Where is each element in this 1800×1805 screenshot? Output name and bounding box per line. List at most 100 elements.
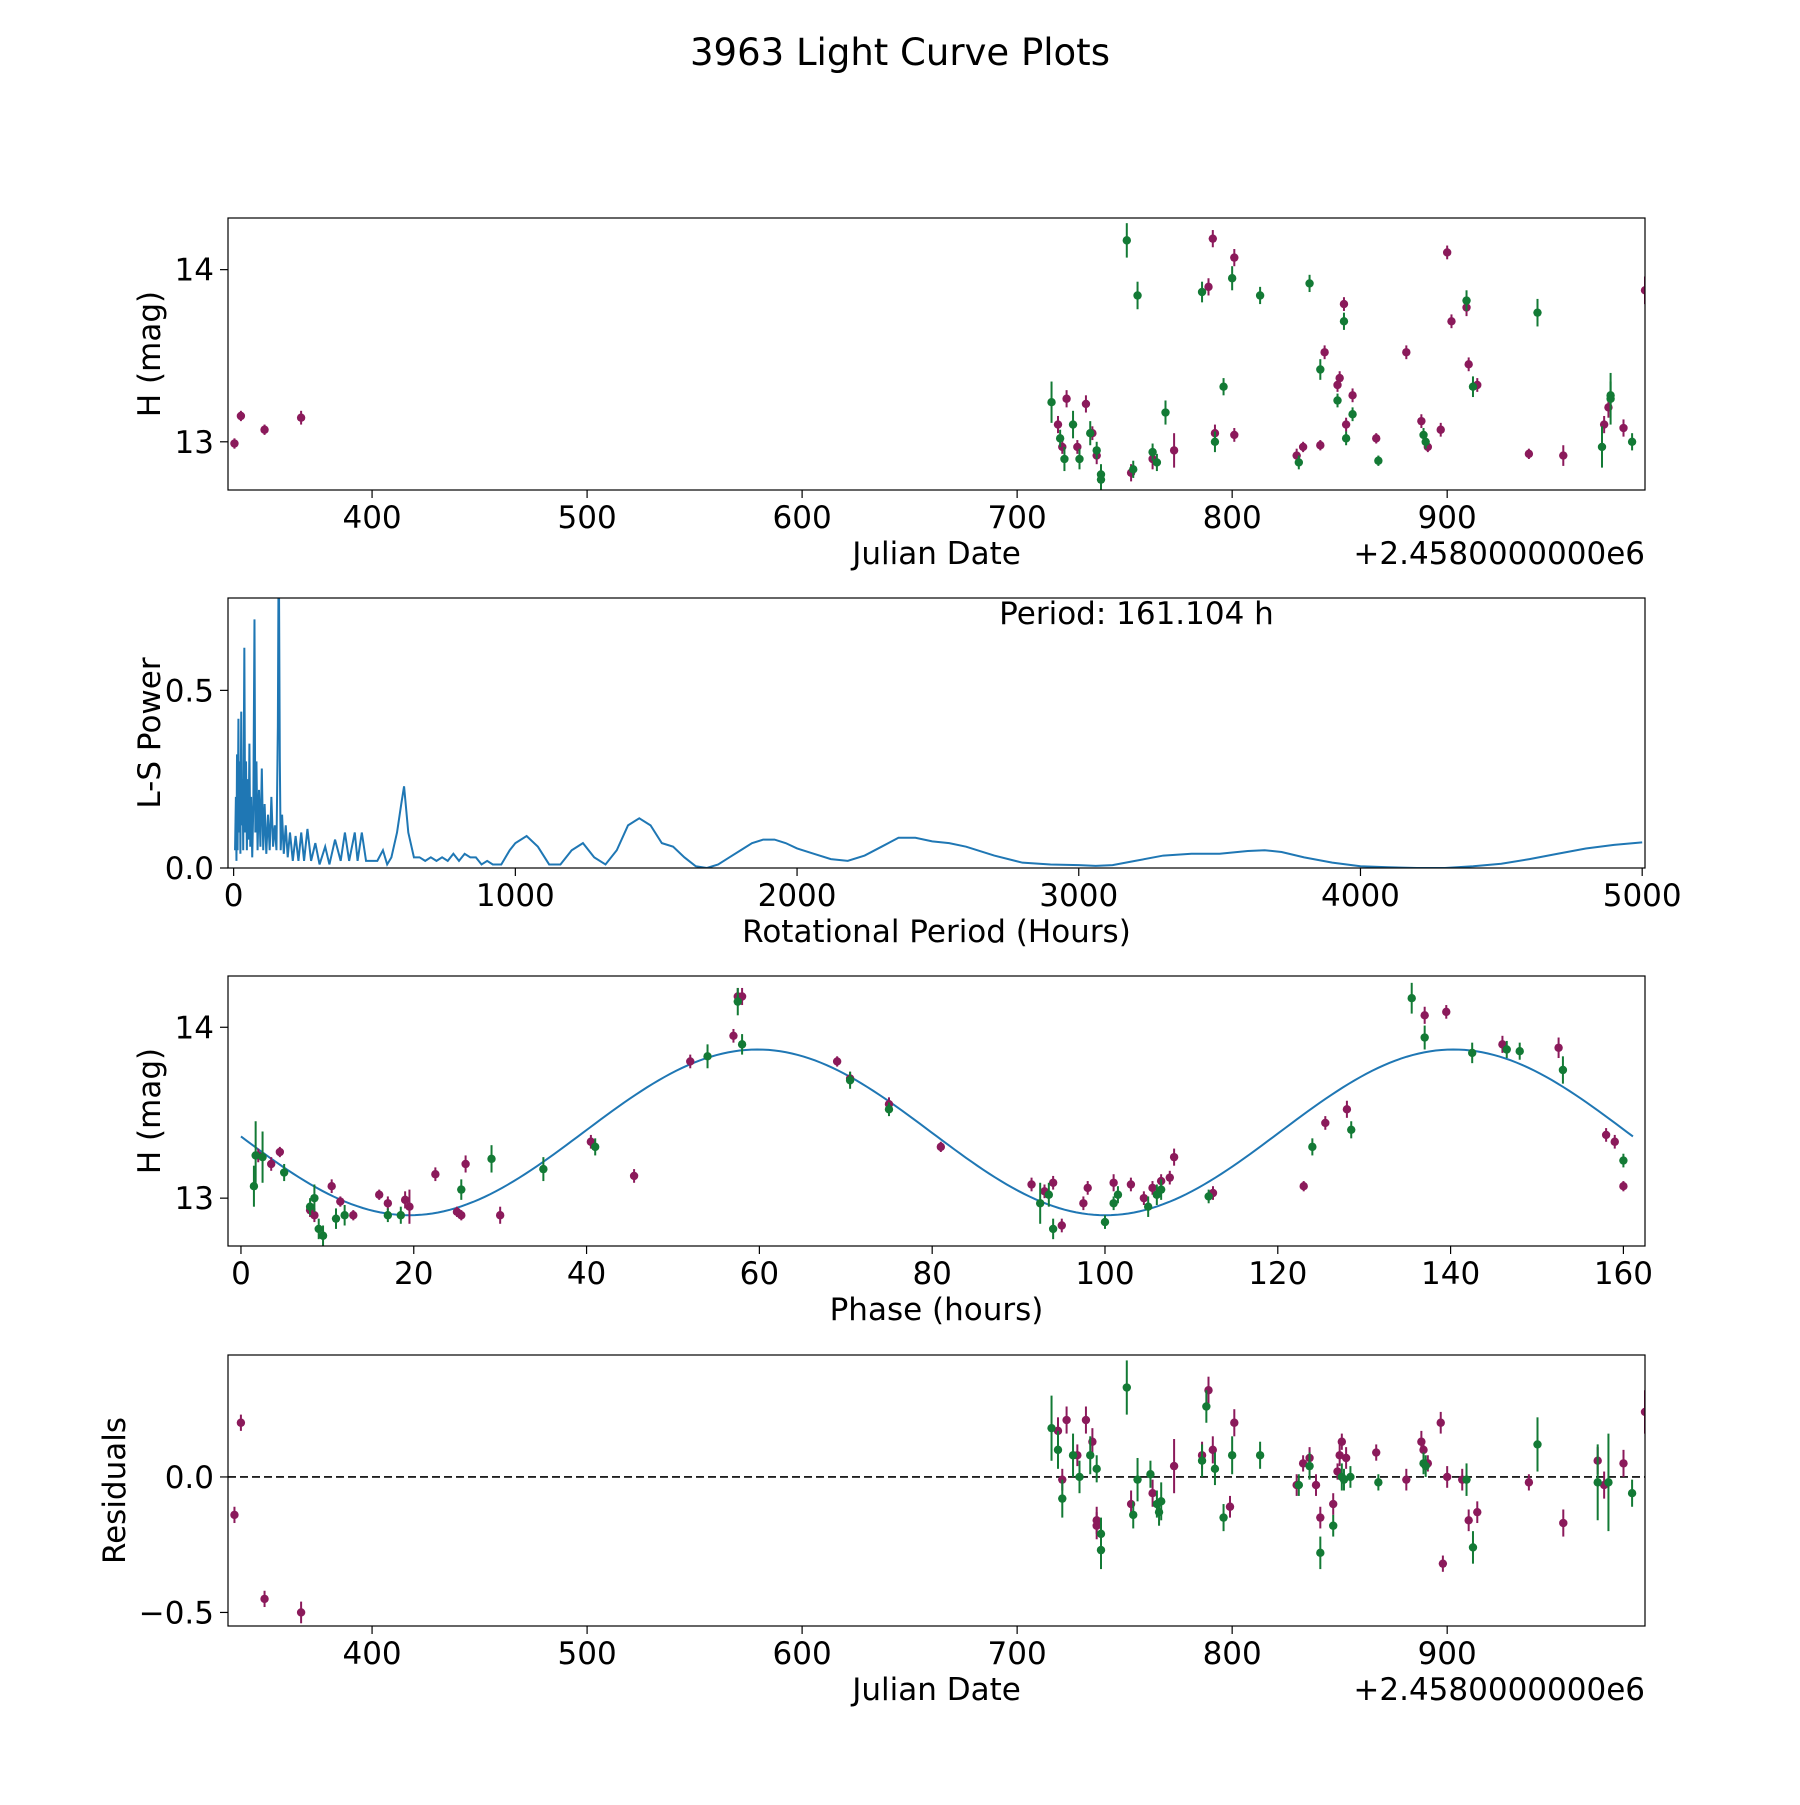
residuals-x-axis-title: Julian Date	[850, 1672, 1021, 1708]
residuals-data-point	[1092, 1521, 1101, 1530]
phased-data-point	[267, 1159, 276, 1169]
periodogram-x-tick-label: 1000	[476, 878, 555, 914]
lightcurve-data-point	[1255, 291, 1265, 300]
periodogram-period-annotation: Period: 161.104 h	[999, 596, 1274, 632]
phased-data-point	[1156, 1185, 1166, 1194]
residuals-data-point	[260, 1594, 269, 1604]
residuals-data-point	[1129, 1510, 1138, 1520]
lightcurve-plot-area	[230, 223, 1645, 490]
phased-y-axis-title: H (mag)	[132, 1048, 168, 1174]
phased-data-point	[1113, 1190, 1123, 1199]
phased-data-point	[461, 1159, 470, 1169]
residuals-data-point	[1442, 1472, 1452, 1482]
phased-data-point	[336, 1197, 345, 1206]
phased-data-point	[1204, 1192, 1213, 1201]
phased-x-ticks: 0 20 40 60 80 100 120 140 160	[231, 1246, 1653, 1292]
residuals-data-point	[1225, 1502, 1235, 1511]
residuals-data-point	[1062, 1415, 1071, 1425]
phased-data-point	[275, 1147, 285, 1157]
phased-y-ticks: 13 14	[175, 1010, 228, 1217]
residuals-data-point	[1210, 1464, 1220, 1474]
lightcurve-y-tick-label: 14	[175, 253, 214, 289]
phased-data-point	[405, 1202, 414, 1211]
phased-x-tick-label: 0	[231, 1256, 251, 1292]
phased-series-green	[249, 982, 1628, 1246]
phased-data-point	[249, 1181, 259, 1191]
phased-series-magenta	[254, 987, 1628, 1233]
lightcurve-data-point	[1421, 437, 1430, 446]
phased-data-point	[1619, 1181, 1628, 1191]
phased-data-point	[1442, 1007, 1451, 1017]
phased-data-point	[495, 1211, 505, 1220]
lightcurve-series-green	[1047, 223, 1637, 490]
lightcurve-data-point	[1047, 398, 1056, 407]
residuals-data-point	[1227, 1451, 1237, 1460]
lightcurve-data-point	[1619, 423, 1628, 433]
phased-data-point	[1035, 1199, 1045, 1208]
lightcurve-data-point	[1341, 434, 1351, 443]
residuals-data-point	[1047, 1423, 1056, 1433]
lightcurve-data-point	[1442, 248, 1452, 257]
lightcurve-data-point	[1533, 308, 1542, 317]
phased-data-point	[1048, 1224, 1058, 1234]
residuals-data-point	[1468, 1543, 1478, 1552]
residuals-x-tick-label: 800	[1203, 1636, 1262, 1672]
lightcurve-data-point	[1348, 410, 1357, 419]
lightcurve-y-axis-title: H (mag)	[132, 291, 168, 417]
lightcurve-data-point	[1152, 458, 1162, 467]
phased-data-point	[310, 1193, 319, 1203]
lightcurve-data-point	[1169, 446, 1179, 455]
residuals-x-tick-label: 500	[558, 1636, 617, 1672]
lightcurve-data-point	[230, 439, 239, 448]
residuals-x-tick-label: 900	[1418, 1636, 1477, 1672]
phased-data-point	[1619, 1156, 1628, 1165]
residuals-offset-label: +2.4580000000e6	[1353, 1672, 1645, 1708]
residuals-data-point	[1156, 1497, 1166, 1506]
phased-x-tick-label: 120	[1248, 1256, 1307, 1292]
phased-data-point	[591, 1142, 600, 1152]
periodogram-x-axis-title: Rotational Period (Hours)	[742, 914, 1131, 950]
lightcurve-data-point	[1333, 396, 1342, 405]
phased-data-point	[396, 1211, 406, 1220]
lightcurve-data-point	[1208, 234, 1218, 243]
periodogram-x-tick-label: 5000	[1603, 878, 1682, 914]
lightcurve-data-point	[1597, 442, 1607, 452]
lightcurve-data-point	[1464, 360, 1473, 369]
figure-title: 3963 Light Curve Plots	[690, 31, 1110, 74]
phased-data-point	[1299, 1181, 1308, 1191]
lightcurve-data-point	[1081, 399, 1091, 409]
residuals-data-point	[1604, 1478, 1613, 1487]
lightcurve-data-point	[296, 413, 306, 422]
residuals-data-point	[1640, 1407, 1645, 1417]
phased-data-point	[1048, 1178, 1058, 1187]
phased-data-point	[400, 1195, 410, 1205]
lightcurve-data-point	[1133, 291, 1142, 300]
residuals-data-point	[1197, 1456, 1207, 1465]
lightcurve-data-point	[1524, 449, 1534, 459]
lightcurve-x-tick-label: 400	[342, 500, 401, 536]
phased-data-point	[349, 1211, 358, 1220]
residuals-data-point	[1316, 1513, 1325, 1522]
phased-data-point	[1467, 1048, 1477, 1058]
phased-data-point	[383, 1199, 393, 1208]
residuals-data-point	[1230, 1418, 1239, 1427]
residuals-y-ticks: −0.5 0.0	[139, 1460, 228, 1631]
phased-data-point	[1420, 1011, 1429, 1020]
lightcurve-x-tick-label: 600	[773, 500, 832, 536]
periodogram-y-axis-title: L-S Power	[132, 657, 168, 808]
residuals-data-point	[1208, 1445, 1218, 1455]
lightcurve-data-point	[1559, 451, 1568, 460]
lightcurve-y-tick-label: 13	[175, 425, 214, 461]
residuals-data-point	[1092, 1464, 1101, 1474]
periodogram-panel: 0 1000 2000 3000 4000 5000 0.0 0.5 Rotational Pe…	[132, 596, 1682, 950]
phased-data-point	[1057, 1221, 1066, 1230]
periodogram-plot-area	[234, 598, 1643, 868]
phased-data-point	[703, 1052, 712, 1061]
residuals-data-point	[1372, 1448, 1381, 1457]
residuals-data-point	[1329, 1521, 1338, 1530]
residuals-y-tick-label: 0.0	[165, 1460, 214, 1496]
phased-data-point	[1100, 1217, 1110, 1227]
phased-data-point	[314, 1224, 323, 1234]
residuals-data-point	[1305, 1461, 1314, 1471]
phased-y-tick-label: 14	[175, 1010, 214, 1046]
